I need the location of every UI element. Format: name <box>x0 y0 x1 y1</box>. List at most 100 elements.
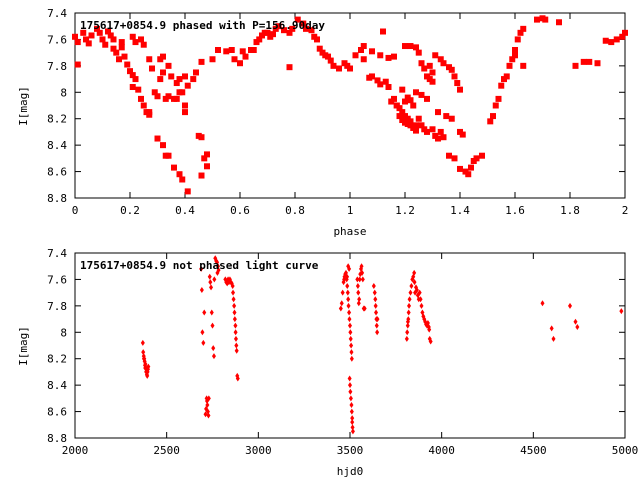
data-point <box>506 62 513 69</box>
data-point <box>211 345 216 352</box>
chart-title: 175617+0854.9 phased with P=156.90day <box>80 19 325 32</box>
data-point <box>427 326 432 333</box>
data-point <box>391 53 397 60</box>
data-point <box>230 283 235 290</box>
data-point <box>407 302 412 309</box>
data-point <box>235 375 240 382</box>
data-point <box>473 155 480 162</box>
data-point <box>199 287 204 293</box>
data-point <box>209 284 214 291</box>
data-point <box>105 28 111 35</box>
x-tick-label: 0.2 <box>120 204 140 217</box>
data-point <box>116 56 122 63</box>
data-point <box>350 424 355 431</box>
data-point <box>198 134 205 141</box>
data-point <box>402 98 408 105</box>
data-point <box>182 109 188 116</box>
data-point <box>619 308 624 315</box>
data-point <box>327 57 334 64</box>
data-point <box>405 322 410 329</box>
data-point <box>412 279 417 286</box>
data-point <box>542 16 549 23</box>
data-point <box>201 339 206 346</box>
data-point <box>385 84 392 90</box>
data-point <box>190 76 197 83</box>
x-tick-label: 0.4 <box>175 204 195 217</box>
data-point <box>330 62 337 69</box>
data-point <box>459 131 466 138</box>
data-point <box>140 41 147 48</box>
data-point <box>308 27 315 34</box>
data-point <box>132 39 139 46</box>
data-point <box>556 19 562 26</box>
x-tick-label: 2 <box>622 204 629 217</box>
data-point <box>503 73 510 80</box>
phased-light-curve-panel: 0 0.2 0.4 0.6 0.8 1 1.2 1.4 1.6 1.8 2 7.4 7.6 7.8 8 8.… <box>17 7 628 238</box>
data-point <box>118 39 125 46</box>
data-point <box>407 43 414 50</box>
x-tick-label: 0.6 <box>230 204 250 217</box>
x-axis-label: hjd0 <box>337 465 364 478</box>
data-point <box>94 25 100 32</box>
data-point <box>231 296 236 303</box>
data-point <box>146 111 153 118</box>
y-tick-label: 8.6 <box>47 166 67 179</box>
data-point <box>211 353 216 360</box>
x-tick-label: 2500 <box>153 444 180 457</box>
data-point <box>385 54 392 61</box>
data-point <box>208 279 213 286</box>
x-tick-label: 4500 <box>520 444 547 457</box>
data-point <box>517 29 524 36</box>
data-point <box>435 135 441 142</box>
data-point <box>342 276 347 283</box>
data-point <box>424 95 430 102</box>
data-point <box>540 300 545 307</box>
data-point <box>375 329 380 336</box>
data-point <box>176 76 183 83</box>
data-point <box>201 155 208 162</box>
data-point <box>132 76 139 83</box>
data-point <box>418 296 423 303</box>
data-point <box>457 86 463 93</box>
y-tick-label: 7.4 <box>47 7 67 20</box>
data-point <box>360 276 365 283</box>
data-point <box>270 31 276 38</box>
data-point <box>129 33 136 40</box>
data-point <box>372 289 377 296</box>
data-point <box>448 66 455 73</box>
data-point <box>424 128 430 135</box>
data-point <box>145 372 150 379</box>
data-point <box>146 363 151 370</box>
y-tick-label: 8.4 <box>47 379 67 392</box>
data-point <box>374 77 381 84</box>
data-point <box>121 53 128 60</box>
data-point <box>198 58 205 65</box>
data-point <box>348 322 352 329</box>
data-point <box>468 164 474 171</box>
data-point <box>281 27 287 34</box>
data-point <box>492 102 499 109</box>
data-point <box>348 395 353 402</box>
data-point <box>171 164 177 171</box>
data-point <box>336 65 342 72</box>
chart-title: 175617+0854.9 not phased light curve <box>80 259 319 272</box>
data-point <box>622 29 628 36</box>
data-point <box>602 37 609 44</box>
data-point <box>107 32 114 39</box>
x-tick-label: 4000 <box>428 444 455 457</box>
data-point <box>432 52 439 59</box>
data-point <box>594 60 601 67</box>
x-tick-label: 3500 <box>337 444 364 457</box>
x-tick-labels: 0 0.2 0.4 0.6 0.8 1 1.2 1.4 1.6 1.8 2 <box>72 204 629 217</box>
data-point <box>440 60 447 67</box>
data-point <box>160 53 166 60</box>
data-point <box>417 289 422 296</box>
data-point <box>209 56 216 63</box>
data-point <box>96 29 103 36</box>
data-point <box>118 44 125 51</box>
y-tick-label: 7.4 <box>47 247 67 260</box>
data-point <box>377 81 384 88</box>
data-point <box>143 364 148 371</box>
data-point <box>360 269 365 276</box>
data-point <box>184 82 191 89</box>
